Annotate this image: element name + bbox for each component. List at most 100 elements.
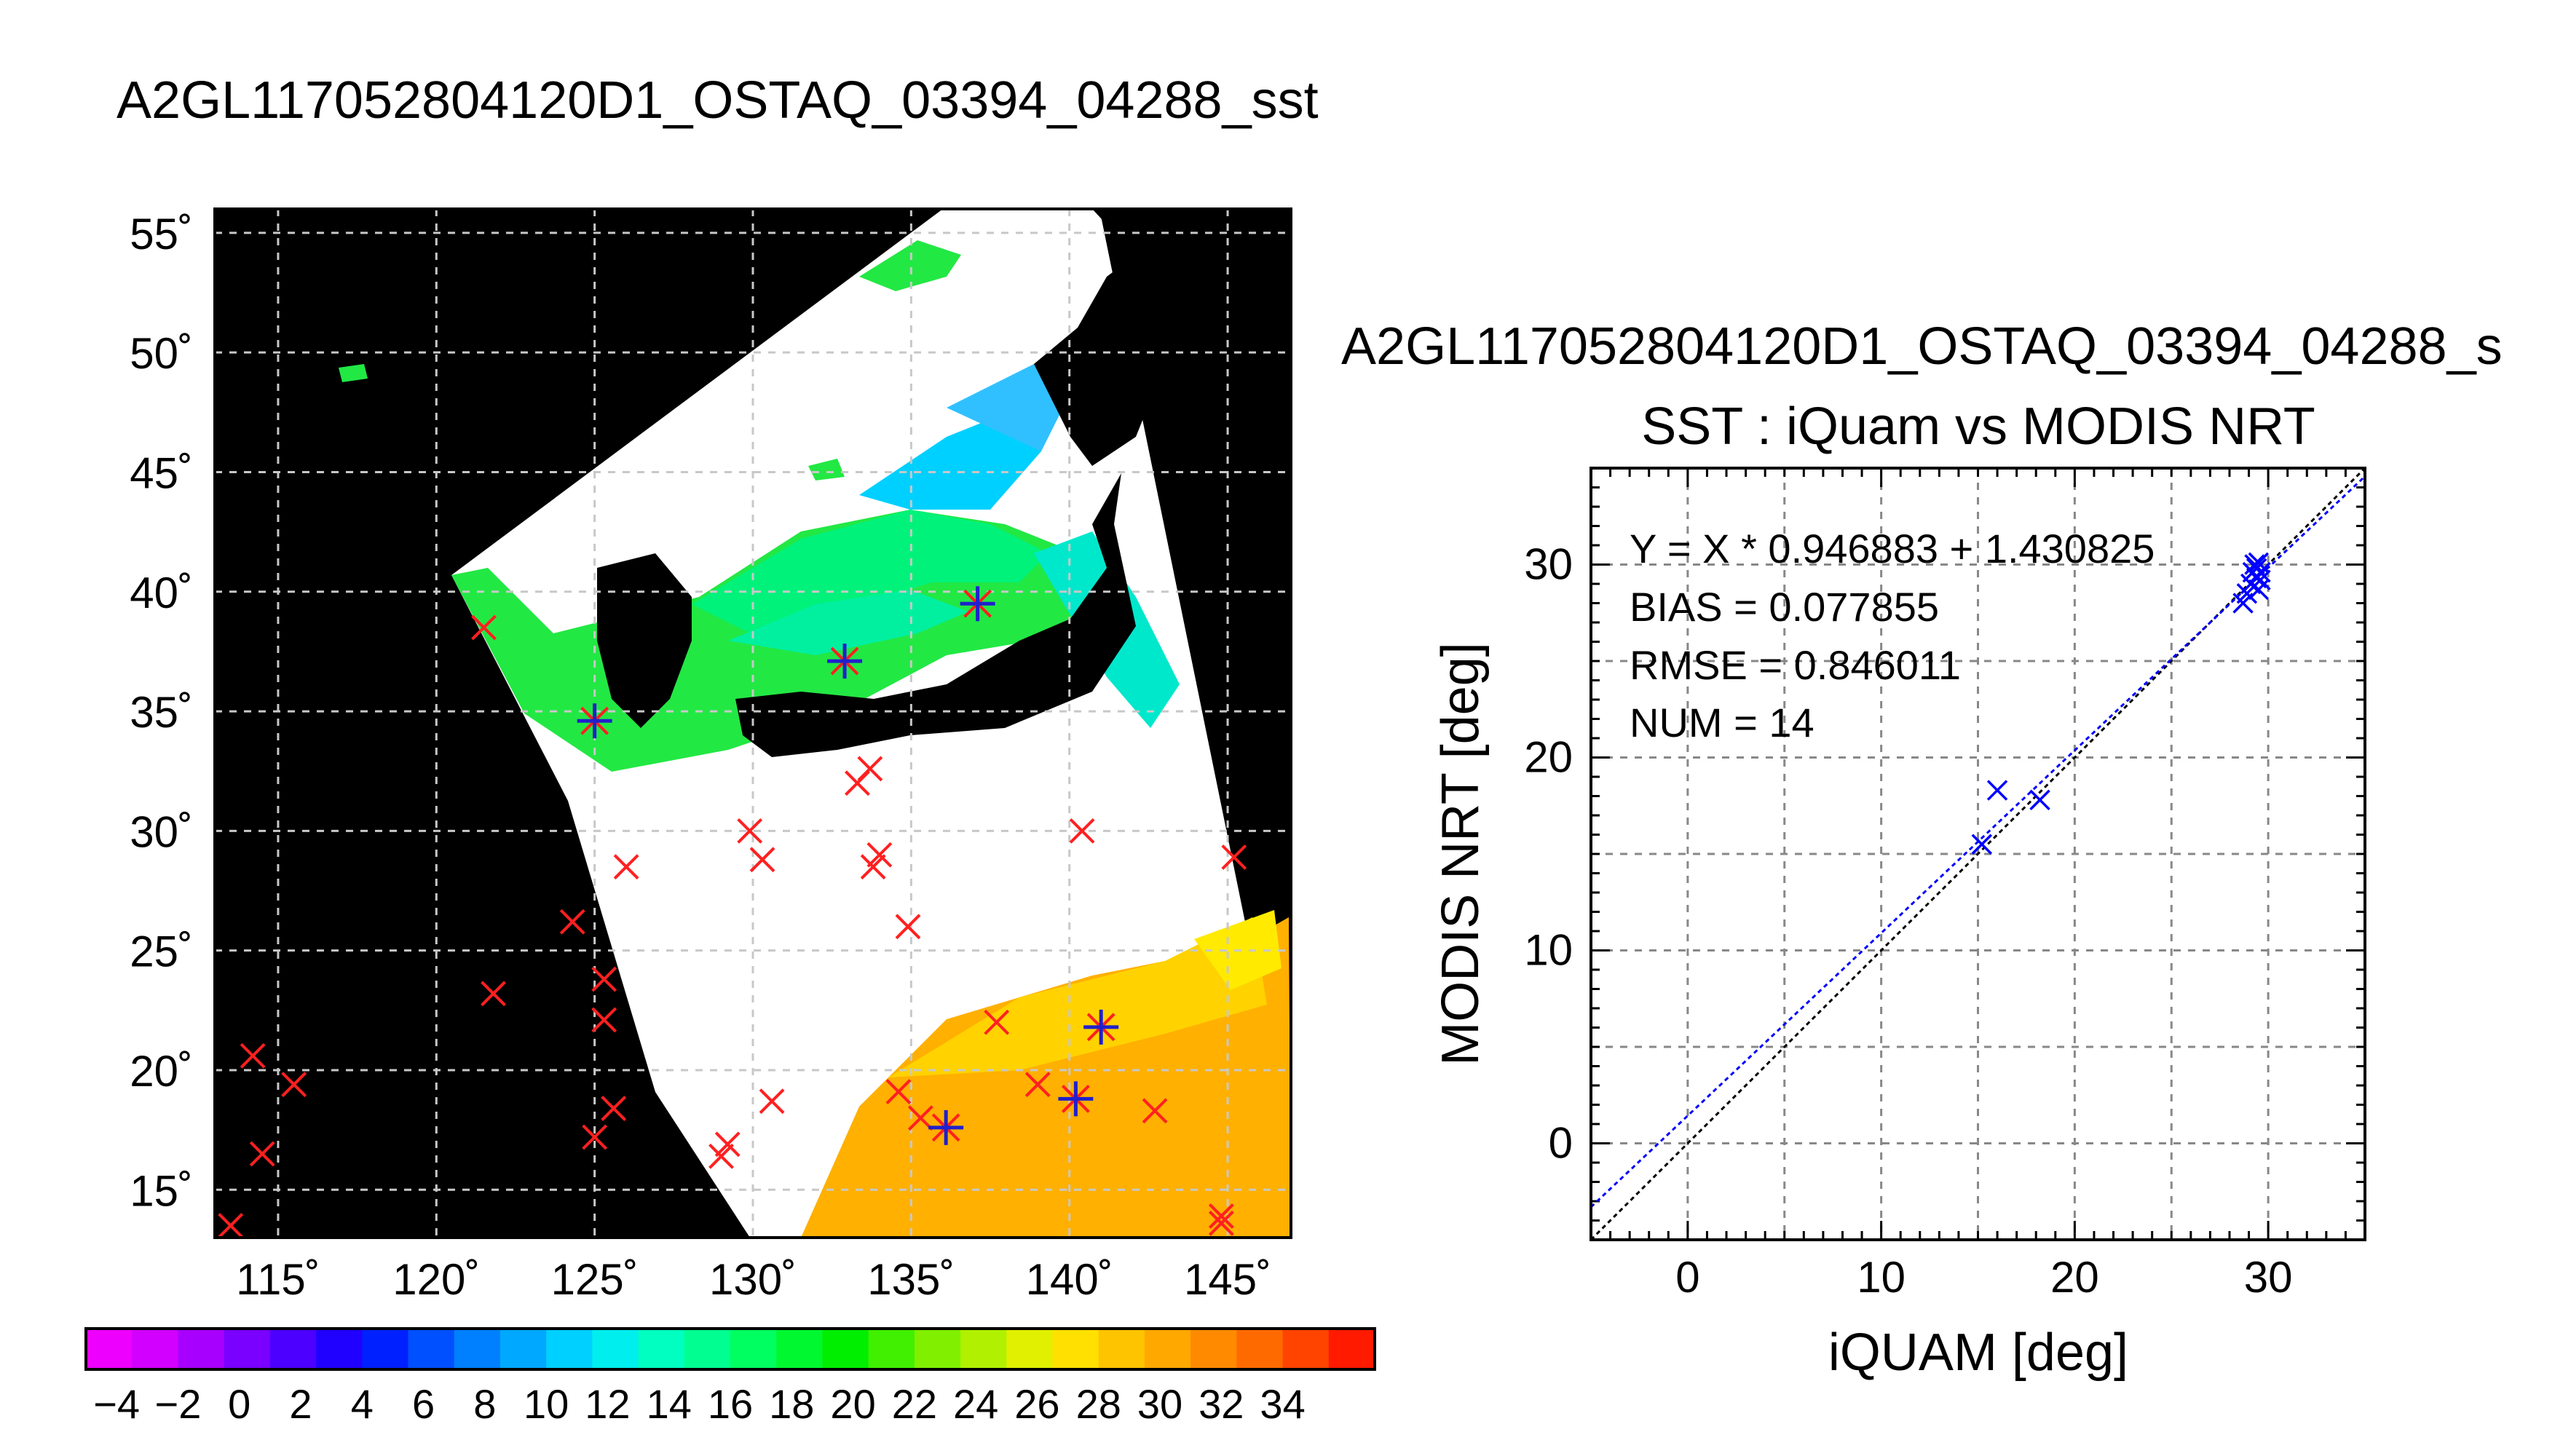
scatter-x-tick-label: 30	[2244, 1253, 2293, 1302]
map-lon-tick-label: 140˚	[1026, 1255, 1113, 1304]
map-panel: 55˚ 50˚ 45˚ 40˚ 35˚ 30˚ 25˚ 20˚ 15˚ 115˚ 120˚ 125˚…	[130, 207, 1292, 1304]
colorbar-cell	[1282, 1329, 1330, 1369]
map-lat-tick-label: 20˚	[130, 1047, 193, 1096]
map-lat-tick-label: 35˚	[130, 688, 193, 737]
colorbar-cell	[1052, 1329, 1099, 1369]
map-lat-tick-label: 45˚	[130, 448, 193, 497]
colorbar-tick-label: 16	[708, 1381, 753, 1427]
map-lat-tick-label: 40˚	[130, 569, 193, 617]
map-marker-x	[582, 1124, 608, 1150]
scatter-panel: A2GL117052804120D1_OSTAQ_03394_04288_s S…	[1341, 317, 2503, 1382]
map-marker-x	[737, 818, 763, 844]
map-marker-x	[591, 1007, 617, 1033]
scatter-y-tick-label: 20	[1524, 733, 1573, 782]
map-marker-matched	[1058, 1081, 1094, 1117]
scatter-point	[2250, 561, 2271, 583]
colorbar-cell	[1190, 1329, 1237, 1369]
map-marker-x	[857, 756, 883, 782]
colorbar-cell	[592, 1329, 639, 1369]
scatter-y-tick-labels: 0 10 20 30	[1524, 540, 1573, 1168]
colorbar-tick-label: 20	[830, 1381, 875, 1427]
map-frame	[213, 207, 1292, 1239]
map-marker-x	[471, 614, 497, 641]
map-marker-matched	[960, 586, 995, 622]
scatter-x-tick-label: 0	[1675, 1253, 1699, 1302]
colorbar-cell	[454, 1329, 501, 1369]
map-marker-x	[218, 1213, 244, 1238]
map-marker-x	[249, 1141, 275, 1167]
map-marker-x	[1024, 1072, 1051, 1098]
map-marker-x	[885, 1079, 912, 1104]
colorbar-cell	[178, 1329, 225, 1369]
map-lon-tick-label: 115˚	[236, 1255, 320, 1304]
colorbar-cells	[86, 1329, 1375, 1369]
scatter-y-tick-label: 0	[1549, 1119, 1573, 1168]
colorbar-cell	[132, 1329, 178, 1369]
map-lon-tick-label: 120˚	[392, 1255, 480, 1304]
map-marker-x	[601, 1096, 627, 1121]
map-marker-matched	[928, 1109, 964, 1145]
colorbar-cell	[776, 1329, 823, 1369]
main-title: A2GL117052804120D1_OSTAQ_03394_04288_sst	[117, 71, 1319, 130]
colorbar-tick-label: −2	[154, 1381, 201, 1427]
scatter-x-tick-labels: 0 10 20 30	[1675, 1253, 2292, 1302]
map-lon-tick-label: 135˚	[867, 1255, 955, 1304]
scatter-point	[2029, 789, 2050, 811]
colorbar-cell	[1098, 1329, 1145, 1369]
colorbar-tick-label: 24	[953, 1381, 998, 1427]
colorbar-cell	[914, 1329, 961, 1369]
scatter-point	[1986, 780, 2008, 801]
colorbar-tick-label: 0	[228, 1381, 250, 1427]
map-marker-x	[1208, 1210, 1234, 1236]
scatter-x-axis-label: iQUAM [deg]	[1828, 1324, 2128, 1382]
stat-bias: BIAS = 0.077855	[1630, 584, 1939, 630]
map-lon-tick-label: 125˚	[551, 1255, 639, 1304]
map-lat-tick-label: 55˚	[130, 210, 193, 258]
map-marker-x	[860, 854, 886, 880]
map-markers-red	[218, 614, 1247, 1238]
colorbar-tick-label: 10	[524, 1381, 569, 1427]
map-marker-x	[559, 909, 585, 935]
map-marker-x	[714, 1131, 741, 1158]
colorbar-tick-label: 22	[892, 1381, 937, 1427]
scatter-stats: Y = X * 0.946883 + 1.430825 BIAS = 0.077…	[1630, 526, 2155, 745]
colorbar-cell	[1328, 1329, 1375, 1369]
map-lat-tick-label: 30˚	[130, 807, 193, 856]
map-marker-x	[984, 1009, 1010, 1035]
colorbar: −4 −2 0 2 4 6 8 10 12 14 16 18 20 22 24 26 28 30 32 34	[84, 1327, 1376, 1427]
map-marker-x	[895, 914, 921, 940]
map-marker-x	[749, 847, 775, 873]
colorbar-tick-label: 18	[769, 1381, 814, 1427]
colorbar-cell	[546, 1329, 593, 1369]
colorbar-cell	[1144, 1329, 1191, 1369]
scatter-y-tick-label: 10	[1524, 926, 1573, 975]
map-marker-x	[759, 1088, 785, 1115]
map-marker-x	[281, 1072, 307, 1098]
colorbar-cell	[868, 1329, 915, 1369]
colorbar-tick-label: 26	[1014, 1381, 1059, 1427]
colorbar-tick-label: −4	[93, 1381, 140, 1427]
colorbar-cell	[684, 1329, 731, 1369]
map-marker-x	[613, 854, 639, 880]
colorbar-tick-label: 32	[1198, 1381, 1244, 1427]
colorbar-frame	[84, 1327, 1376, 1371]
map-marker-x	[1142, 1098, 1168, 1124]
map-marker-x	[1208, 1203, 1234, 1229]
map-marker-matched	[577, 703, 612, 739]
map-lon-tick-label: 130˚	[709, 1255, 797, 1304]
colorbar-labels: −4 −2 0 2 4 6 8 10 12 14 16 18 20 22 24 26 28 30 32 34	[93, 1381, 1306, 1427]
map-marker-x	[1069, 818, 1095, 844]
colorbar-cell	[960, 1329, 1007, 1369]
map-lat-tick-label: 15˚	[130, 1166, 193, 1215]
colorbar-tick-label: 34	[1260, 1381, 1305, 1427]
map-lat-tick-label: 25˚	[130, 927, 193, 976]
scatter-x-tick-label: 10	[1857, 1253, 1906, 1302]
scatter-subtitle: SST : iQuam vs MODIS NRT	[1641, 397, 2315, 456]
map-lon-tick-label: 145˚	[1184, 1255, 1271, 1304]
colorbar-tick-label: 6	[412, 1381, 435, 1427]
colorbar-cell	[224, 1329, 271, 1369]
map-marker-x	[240, 1042, 266, 1069]
map-lat-tick-label: 50˚	[130, 329, 193, 378]
colorbar-cell	[362, 1329, 408, 1369]
